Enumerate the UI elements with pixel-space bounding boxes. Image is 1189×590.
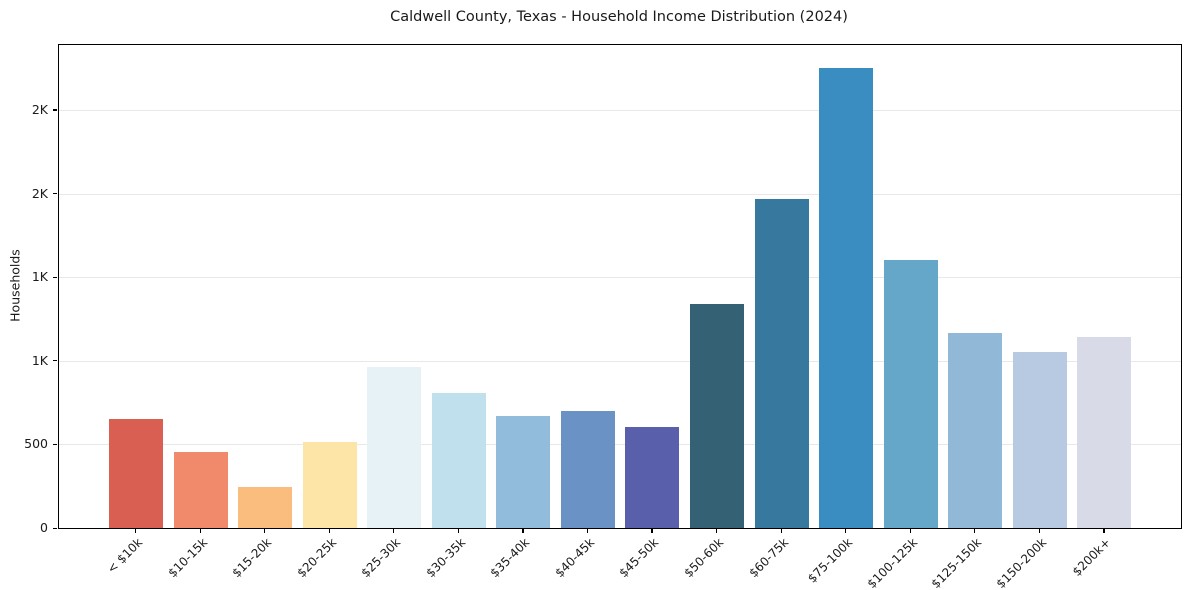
x-tick-label: $25-30k xyxy=(358,535,404,581)
y-gridline xyxy=(59,444,1181,446)
x-tick-label: $30-35k xyxy=(423,535,468,581)
x-tick-label: $35-40k xyxy=(487,535,533,581)
x-tick-label: $10-15k xyxy=(164,535,210,581)
bar xyxy=(690,303,745,528)
x-tick-mark xyxy=(199,528,201,533)
y-axis-label: Households xyxy=(7,249,23,322)
bar xyxy=(1077,337,1132,528)
x-tick-label: $20-25k xyxy=(293,535,339,581)
x-tick-mark xyxy=(909,528,911,533)
x-tick-label: $125-150k xyxy=(928,535,985,590)
x-tick-label: $50-60k xyxy=(681,535,727,581)
bar xyxy=(1012,352,1067,528)
x-tick-mark xyxy=(586,528,589,533)
bar xyxy=(367,367,422,528)
x-tick-label: $40-45k xyxy=(552,535,598,581)
y-gridline xyxy=(59,360,1181,362)
bar xyxy=(948,333,1003,528)
x-tick-mark xyxy=(651,528,653,533)
y-tick-label: 0 xyxy=(40,520,48,535)
y-tick-label: 2K xyxy=(31,101,48,117)
y-gridline xyxy=(59,277,1181,279)
bar xyxy=(109,419,163,528)
y-gridline xyxy=(59,109,1181,111)
bar xyxy=(173,451,228,528)
x-tick-mark xyxy=(264,528,266,533)
x-tick-mark xyxy=(457,528,459,533)
bar xyxy=(754,198,809,528)
x-tick-label: $60-75k xyxy=(745,535,791,581)
bar xyxy=(238,487,293,528)
y-tick-label: 2K xyxy=(31,185,48,201)
y-tick-mark xyxy=(53,360,57,362)
x-tick-label: $200k+ xyxy=(1070,535,1114,579)
chart-title: Caldwell County, Texas - Household Incom… xyxy=(390,9,848,25)
x-tick-label: $45-50k xyxy=(616,535,662,581)
x-tick-mark xyxy=(845,528,847,533)
bar xyxy=(431,392,486,528)
y-gridline xyxy=(59,193,1181,195)
y-tick-label: 1K xyxy=(31,352,48,368)
x-tick-mark xyxy=(328,528,330,533)
x-tick-mark xyxy=(974,528,976,533)
x-tick-mark xyxy=(522,528,524,533)
x-tick-label: $150-200k xyxy=(993,535,1050,590)
plot-area xyxy=(58,44,1182,529)
bar xyxy=(819,68,874,528)
bar xyxy=(496,415,551,528)
bar xyxy=(625,426,680,528)
x-tick-label: $75-100k xyxy=(805,535,856,586)
x-tick-mark xyxy=(716,528,718,533)
x-tick-mark xyxy=(1038,528,1041,533)
x-tick-label: $100-125k xyxy=(864,535,920,590)
y-tick-mark xyxy=(53,109,57,111)
bar xyxy=(302,441,357,528)
y-tick-label: 1K xyxy=(31,269,48,285)
x-tick-label: $15-20k xyxy=(229,535,275,581)
x-tick-mark xyxy=(393,528,395,533)
x-tick-mark xyxy=(780,528,782,533)
x-tick-mark xyxy=(1103,528,1105,533)
y-tick-mark xyxy=(53,527,57,529)
y-tick-mark xyxy=(53,276,57,278)
y-tick-mark xyxy=(53,193,57,195)
bar xyxy=(883,260,938,528)
bar xyxy=(560,410,615,528)
x-tick-mark xyxy=(135,528,137,533)
y-tick-label: 500 xyxy=(24,436,48,452)
y-tick-mark xyxy=(53,443,57,446)
x-tick-label: < $10k xyxy=(104,535,146,577)
